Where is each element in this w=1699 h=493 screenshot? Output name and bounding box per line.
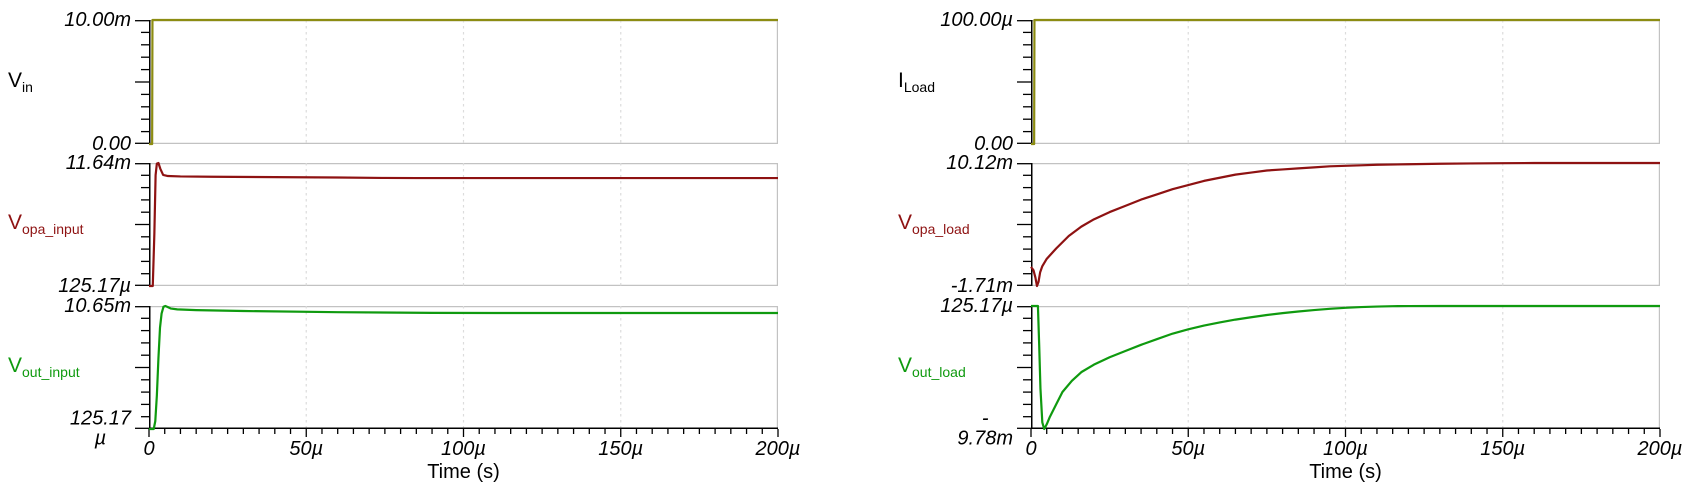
signal-base: V bbox=[898, 353, 913, 377]
x-tick-label-right-3: 150µ bbox=[1480, 438, 1526, 460]
signal-base: V bbox=[8, 353, 23, 377]
y-min-label-iload: 0.00 bbox=[974, 132, 1013, 155]
x-tick-label-left-2: 100µ bbox=[441, 438, 486, 460]
y-max-label-vopa-input: 11.64m bbox=[65, 151, 131, 174]
plot-vin[interactable] bbox=[133, 18, 779, 146]
plot-iload[interactable] bbox=[1015, 18, 1661, 146]
y-max-label-iload: 100.00µ bbox=[940, 8, 1013, 31]
y-max-label-vout-load: 125.17µ bbox=[940, 294, 1013, 317]
signal-label-vopa-load: Vopa_load bbox=[898, 211, 970, 237]
trace-vopa-input bbox=[149, 161, 778, 288]
y-max-label-vout-input: 10.65m bbox=[64, 294, 131, 317]
time-axis-label-right: Time (s) bbox=[1309, 461, 1382, 483]
trace-vout-input bbox=[149, 304, 778, 431]
y-min-label-vopa-load: -1.71m bbox=[950, 274, 1013, 297]
x-tick-label-left-0: 0 bbox=[143, 438, 155, 460]
trace-vin bbox=[149, 18, 778, 146]
signal-label-vopa-input: Vopa_input bbox=[8, 211, 84, 237]
y-min-label-vopa-input: 125.17µ bbox=[58, 274, 131, 297]
x-tick-label-left-1: 50µ bbox=[289, 438, 324, 460]
y-min-label-vout-load: - 9.78m bbox=[957, 407, 1013, 450]
plot-vopa-load[interactable] bbox=[1015, 161, 1661, 288]
time-axis-label-left: Time (s) bbox=[427, 461, 500, 483]
x-tick-label-right-0: 0 bbox=[1025, 438, 1037, 460]
x-tick-label-left-4: 200µ bbox=[755, 438, 801, 460]
x-tick-label-right-1: 50µ bbox=[1171, 438, 1206, 460]
x-tick-label-right-4: 200µ bbox=[1637, 438, 1683, 460]
x-tick-label-right-2: 100µ bbox=[1323, 438, 1368, 460]
plot-vopa-input[interactable] bbox=[133, 161, 779, 288]
signal-sub: out_input bbox=[22, 364, 80, 381]
y-min-label-vin: 0.00 bbox=[92, 132, 131, 155]
trace-vopa-load bbox=[1030, 161, 1660, 288]
signal-label-iload: ILoad bbox=[898, 69, 935, 95]
x-tick-label-left-3: 150µ bbox=[598, 438, 644, 460]
signal-sub: Load bbox=[903, 79, 935, 96]
signal-label-vout-load: Vout_load bbox=[898, 354, 966, 380]
y-max-label-vopa-load: 10.12m bbox=[946, 151, 1013, 174]
signal-base: I bbox=[898, 68, 904, 92]
signal-label-vout-input: Vout_input bbox=[8, 354, 80, 380]
signal-base: V bbox=[8, 68, 23, 92]
signal-base: V bbox=[898, 210, 913, 234]
trace-iload bbox=[1031, 18, 1660, 146]
signal-sub: out_load bbox=[912, 364, 966, 381]
signal-base: V bbox=[8, 210, 23, 234]
trace-vout-load bbox=[1031, 304, 1660, 431]
signal-sub: opa_input bbox=[22, 221, 84, 238]
signal-label-vin: Vin bbox=[8, 69, 33, 95]
plot-vout-load[interactable] bbox=[1015, 304, 1661, 439]
signal-sub: opa_load bbox=[912, 221, 970, 238]
y-max-label-vin: 10.00m bbox=[64, 8, 131, 31]
signal-sub: in bbox=[22, 79, 33, 96]
y-min-label-vout-input: 125.17 µ bbox=[69, 407, 131, 450]
plot-vout-input[interactable] bbox=[133, 304, 779, 439]
